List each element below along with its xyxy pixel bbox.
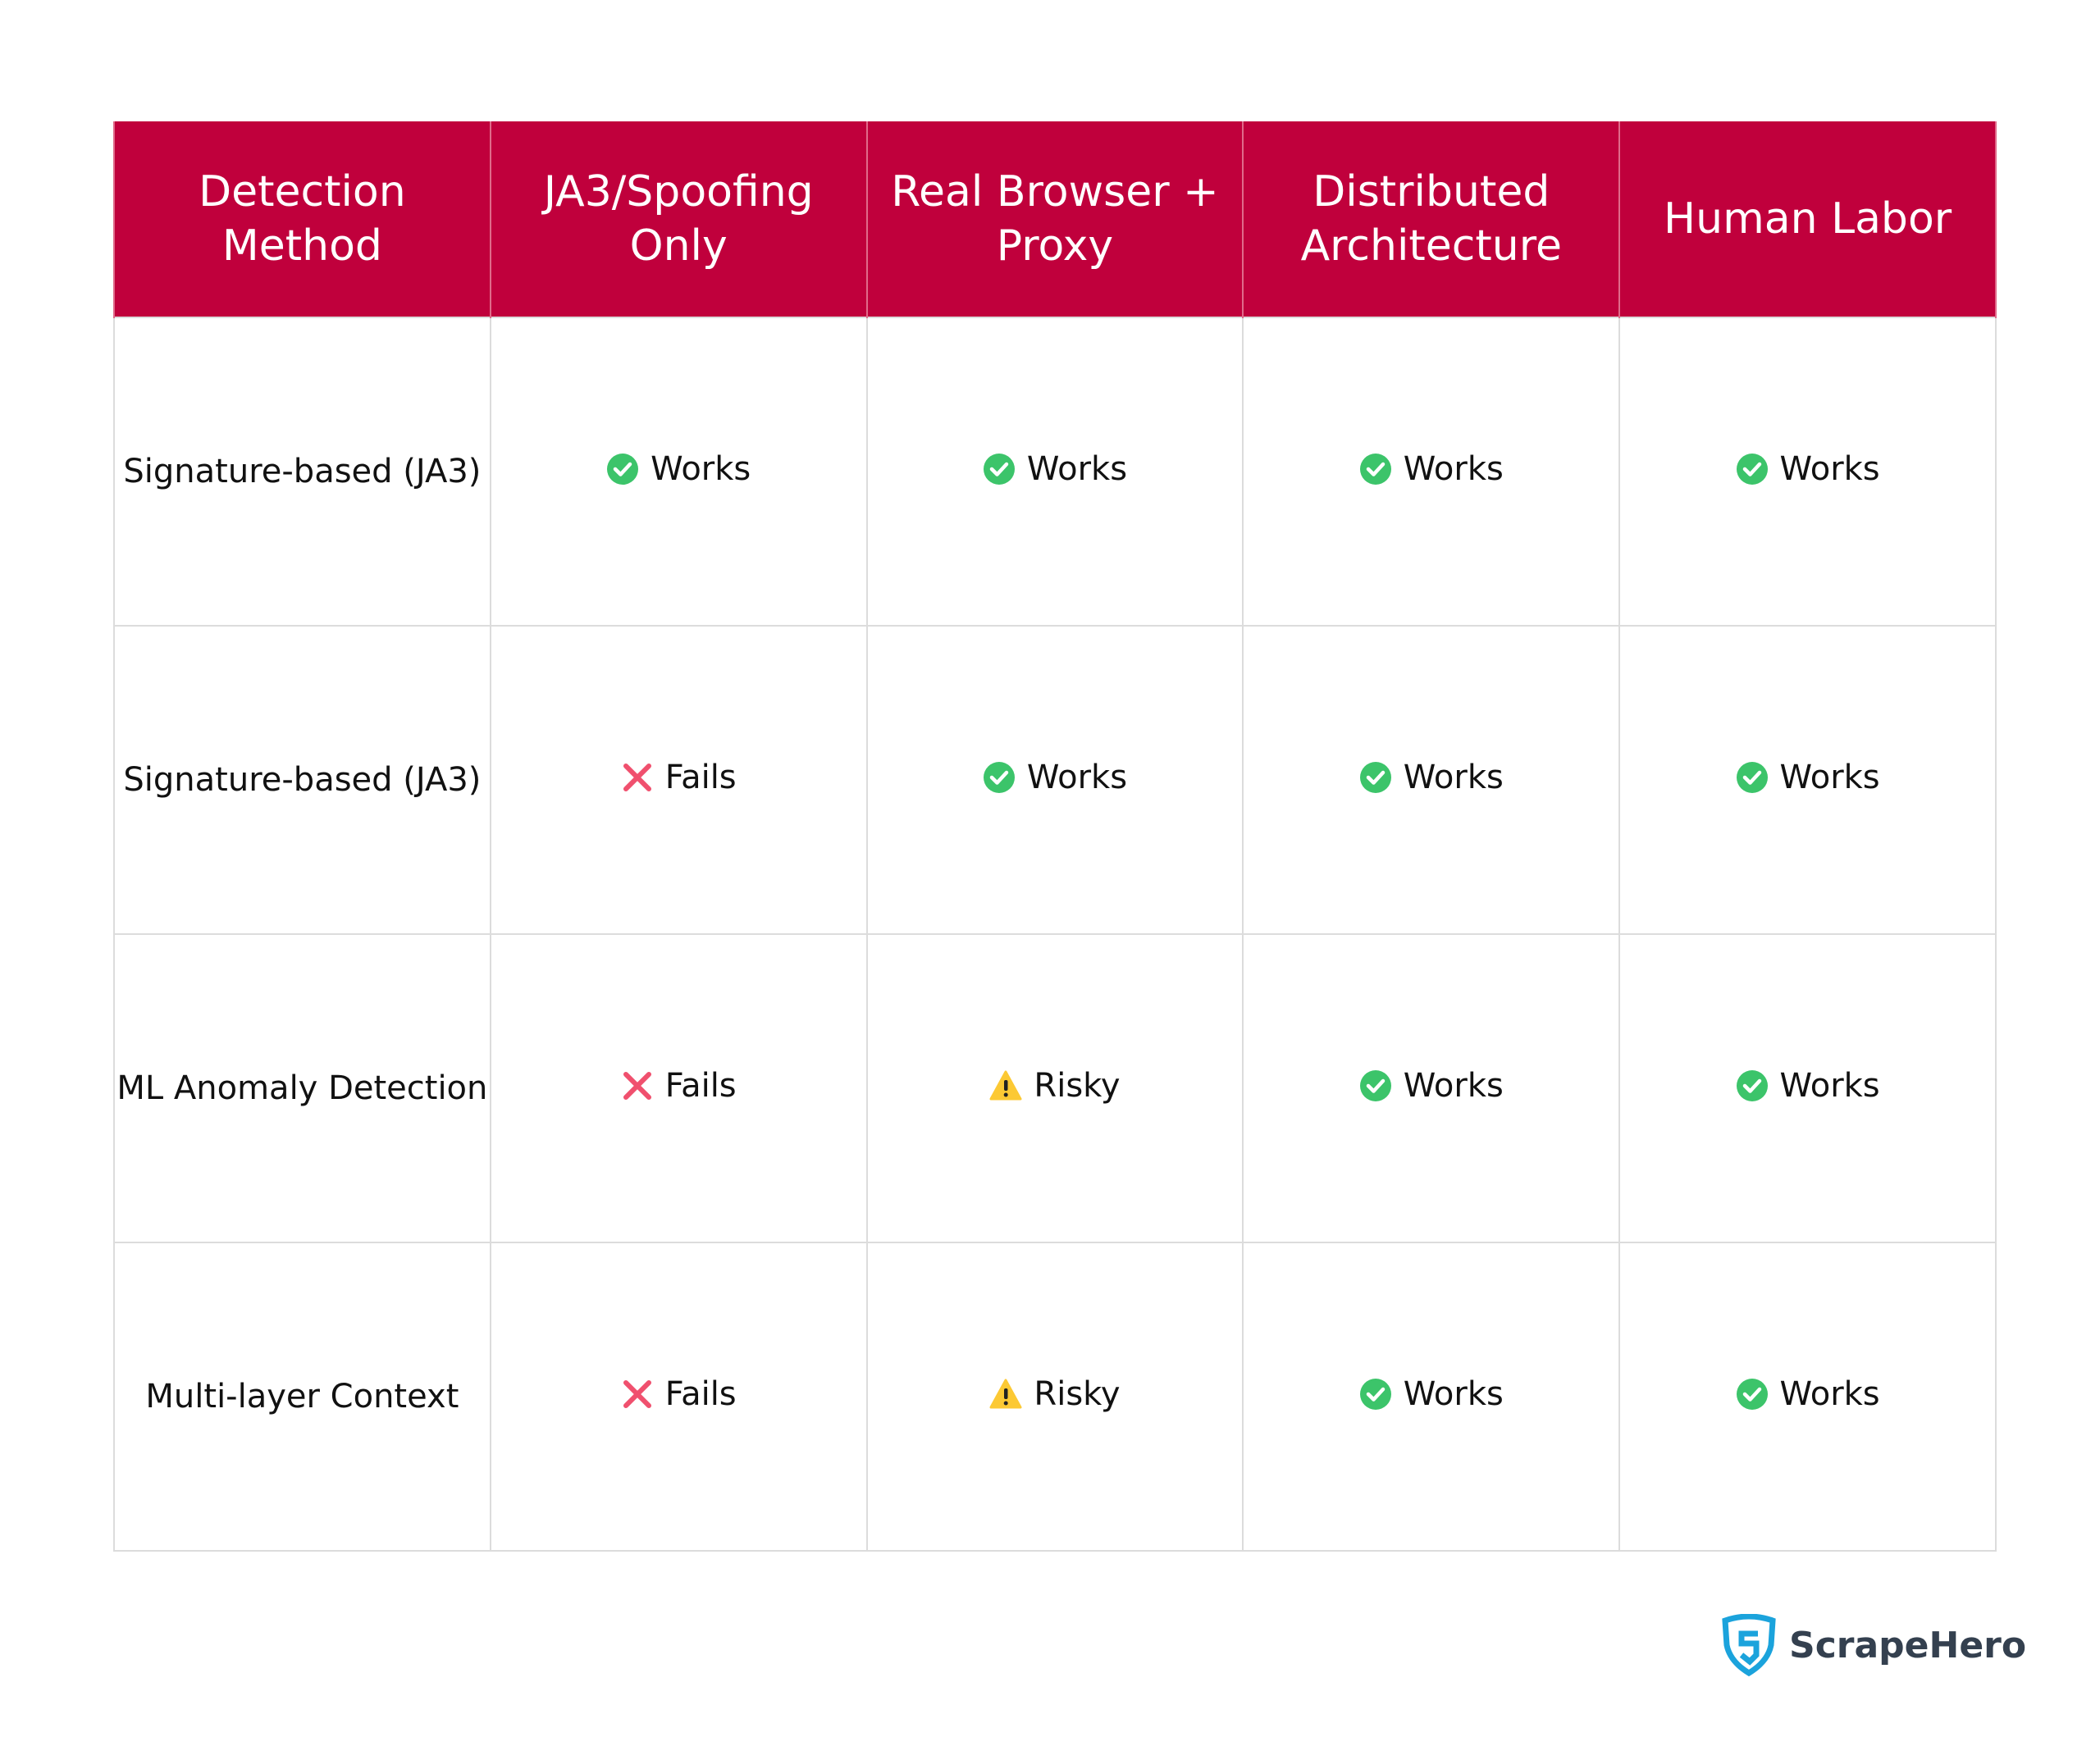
status-label: Fails [664,1374,737,1413]
status-badge: Works [1736,756,1880,799]
status-cell: Works [865,317,1244,627]
table-row: Signature-based (JA3) Fails Works Works Work… [113,625,1997,935]
detection-method-cell: Signature-based (JA3) [113,625,491,935]
check-icon [1359,1069,1392,1102]
status-label: Works [1403,758,1504,796]
scrapehero-logo: ScrapeHero [1720,1614,2026,1676]
status-cell: Works [1242,1242,1621,1552]
status-cell: Works [865,625,1244,935]
status-label: Fails [664,1066,737,1105]
logo-text: ScrapeHero [1789,1624,2027,1666]
table-row: Multi-layer Context Fails Risky Works Works [113,1242,1997,1552]
status-badge: Fails [621,1373,737,1415]
status-cell: Fails [489,1242,868,1552]
status-badge: Works [1359,1373,1504,1415]
status-cell: Works [1618,317,1997,627]
status-cell: Works [1242,625,1621,935]
status-cell: Works [1242,317,1621,627]
status-cell: Works [1618,933,1997,1243]
status-cell: Fails [489,625,868,935]
header-row: Detection Method JA3/Spoofing Only Real Br… [113,121,1997,317]
table-row: ML Anomaly Detection Fails Risky Works Works [113,933,1997,1243]
status-label: Risky [1034,1374,1121,1413]
check-icon [983,453,1016,486]
status-label: Works [1403,1066,1504,1105]
status-label: Works [1779,758,1880,796]
status-label: Works [1779,1374,1880,1413]
check-icon [606,453,639,486]
status-badge: Works [983,756,1127,799]
check-icon [1736,761,1769,794]
status-badge: Works [606,448,751,490]
column-header: Distributed Architecture [1242,121,1621,317]
comparison-table: Detection Method JA3/Spoofing Only Real Br… [113,121,1997,1552]
check-icon [1359,761,1392,794]
status-badge: Works [1359,448,1504,490]
status-label: Works [651,449,751,488]
status-cell: Works [1618,1242,1997,1552]
status-badge: Works [1736,1373,1880,1415]
status-label: Works [1779,1066,1880,1105]
status-badge: Risky [989,1373,1121,1415]
detection-method-cell: ML Anomaly Detection [113,933,491,1243]
x-icon [621,1378,654,1411]
status-cell: Risky [865,933,1244,1243]
status-label: Fails [664,758,737,796]
status-badge: Works [983,448,1127,490]
status-label: Works [1026,758,1128,796]
detection-method-cell: Multi-layer Context [113,1242,491,1552]
table-row: Signature-based (JA3) Works Works Works Work… [113,317,1997,627]
shield-logo-icon [1722,1614,1776,1676]
status-cell: Risky [865,1242,1244,1552]
status-cell: Works [1618,625,1997,935]
status-label: Risky [1034,1066,1121,1105]
x-icon [621,1069,654,1102]
warning-icon [989,1069,1022,1102]
status-badge: Risky [989,1064,1121,1107]
status-badge: Fails [621,756,737,799]
status-label: Works [1403,449,1504,488]
check-icon [1359,1378,1392,1411]
check-icon [1736,1378,1769,1411]
check-icon [1359,453,1392,486]
warning-icon [989,1378,1022,1411]
status-cell: Works [489,317,868,627]
column-header: Real Browser + Proxy [865,121,1244,317]
column-header: JA3/Spoofing Only [489,121,868,317]
status-badge: Works [1736,1064,1880,1107]
check-icon [1736,453,1769,486]
status-badge: Works [1359,1064,1504,1107]
status-cell: Works [1242,933,1621,1243]
x-icon [621,761,654,794]
column-header: Human Labor [1618,121,1997,317]
detection-method-cell: Signature-based (JA3) [113,317,491,627]
status-label: Works [1026,449,1128,488]
status-badge: Works [1359,756,1504,799]
column-header: Detection Method [113,121,491,317]
status-cell: Fails [489,933,868,1243]
check-icon [1736,1069,1769,1102]
status-label: Works [1779,449,1880,488]
status-label: Works [1403,1374,1504,1413]
status-badge: Fails [621,1064,737,1107]
status-badge: Works [1736,448,1880,490]
check-icon [983,761,1016,794]
